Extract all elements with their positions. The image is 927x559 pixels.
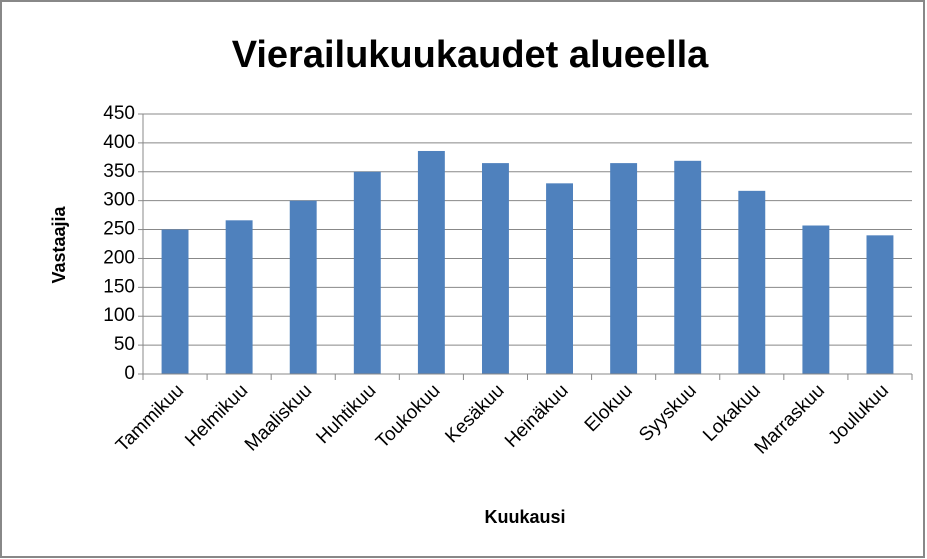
bar xyxy=(610,163,638,374)
y-tick-label: 450 xyxy=(103,103,135,124)
bar xyxy=(353,171,381,374)
y-tick-label: 50 xyxy=(114,334,135,355)
x-axis-title: Kuukausi xyxy=(484,507,565,527)
bar xyxy=(546,183,573,374)
y-tick-label: 300 xyxy=(103,190,135,211)
y-tick-label: 400 xyxy=(103,132,135,153)
bar xyxy=(289,200,317,374)
bar xyxy=(482,163,509,374)
y-tick-label: 0 xyxy=(124,363,135,384)
y-axis-title: Vastaajia xyxy=(49,205,69,283)
bar xyxy=(161,229,189,374)
chart-title: Vierailukuukaudet alueella xyxy=(232,34,709,76)
y-tick-label: 250 xyxy=(103,219,135,240)
bar xyxy=(417,150,445,374)
y-tick-label: 200 xyxy=(103,247,135,268)
bar xyxy=(225,220,253,374)
bar xyxy=(738,190,766,374)
bar xyxy=(866,235,894,374)
y-tick-label: 150 xyxy=(103,276,135,297)
y-tick-label: 350 xyxy=(103,161,135,182)
bar xyxy=(674,160,702,374)
bar xyxy=(802,225,830,374)
y-tick-label: 100 xyxy=(103,305,135,326)
